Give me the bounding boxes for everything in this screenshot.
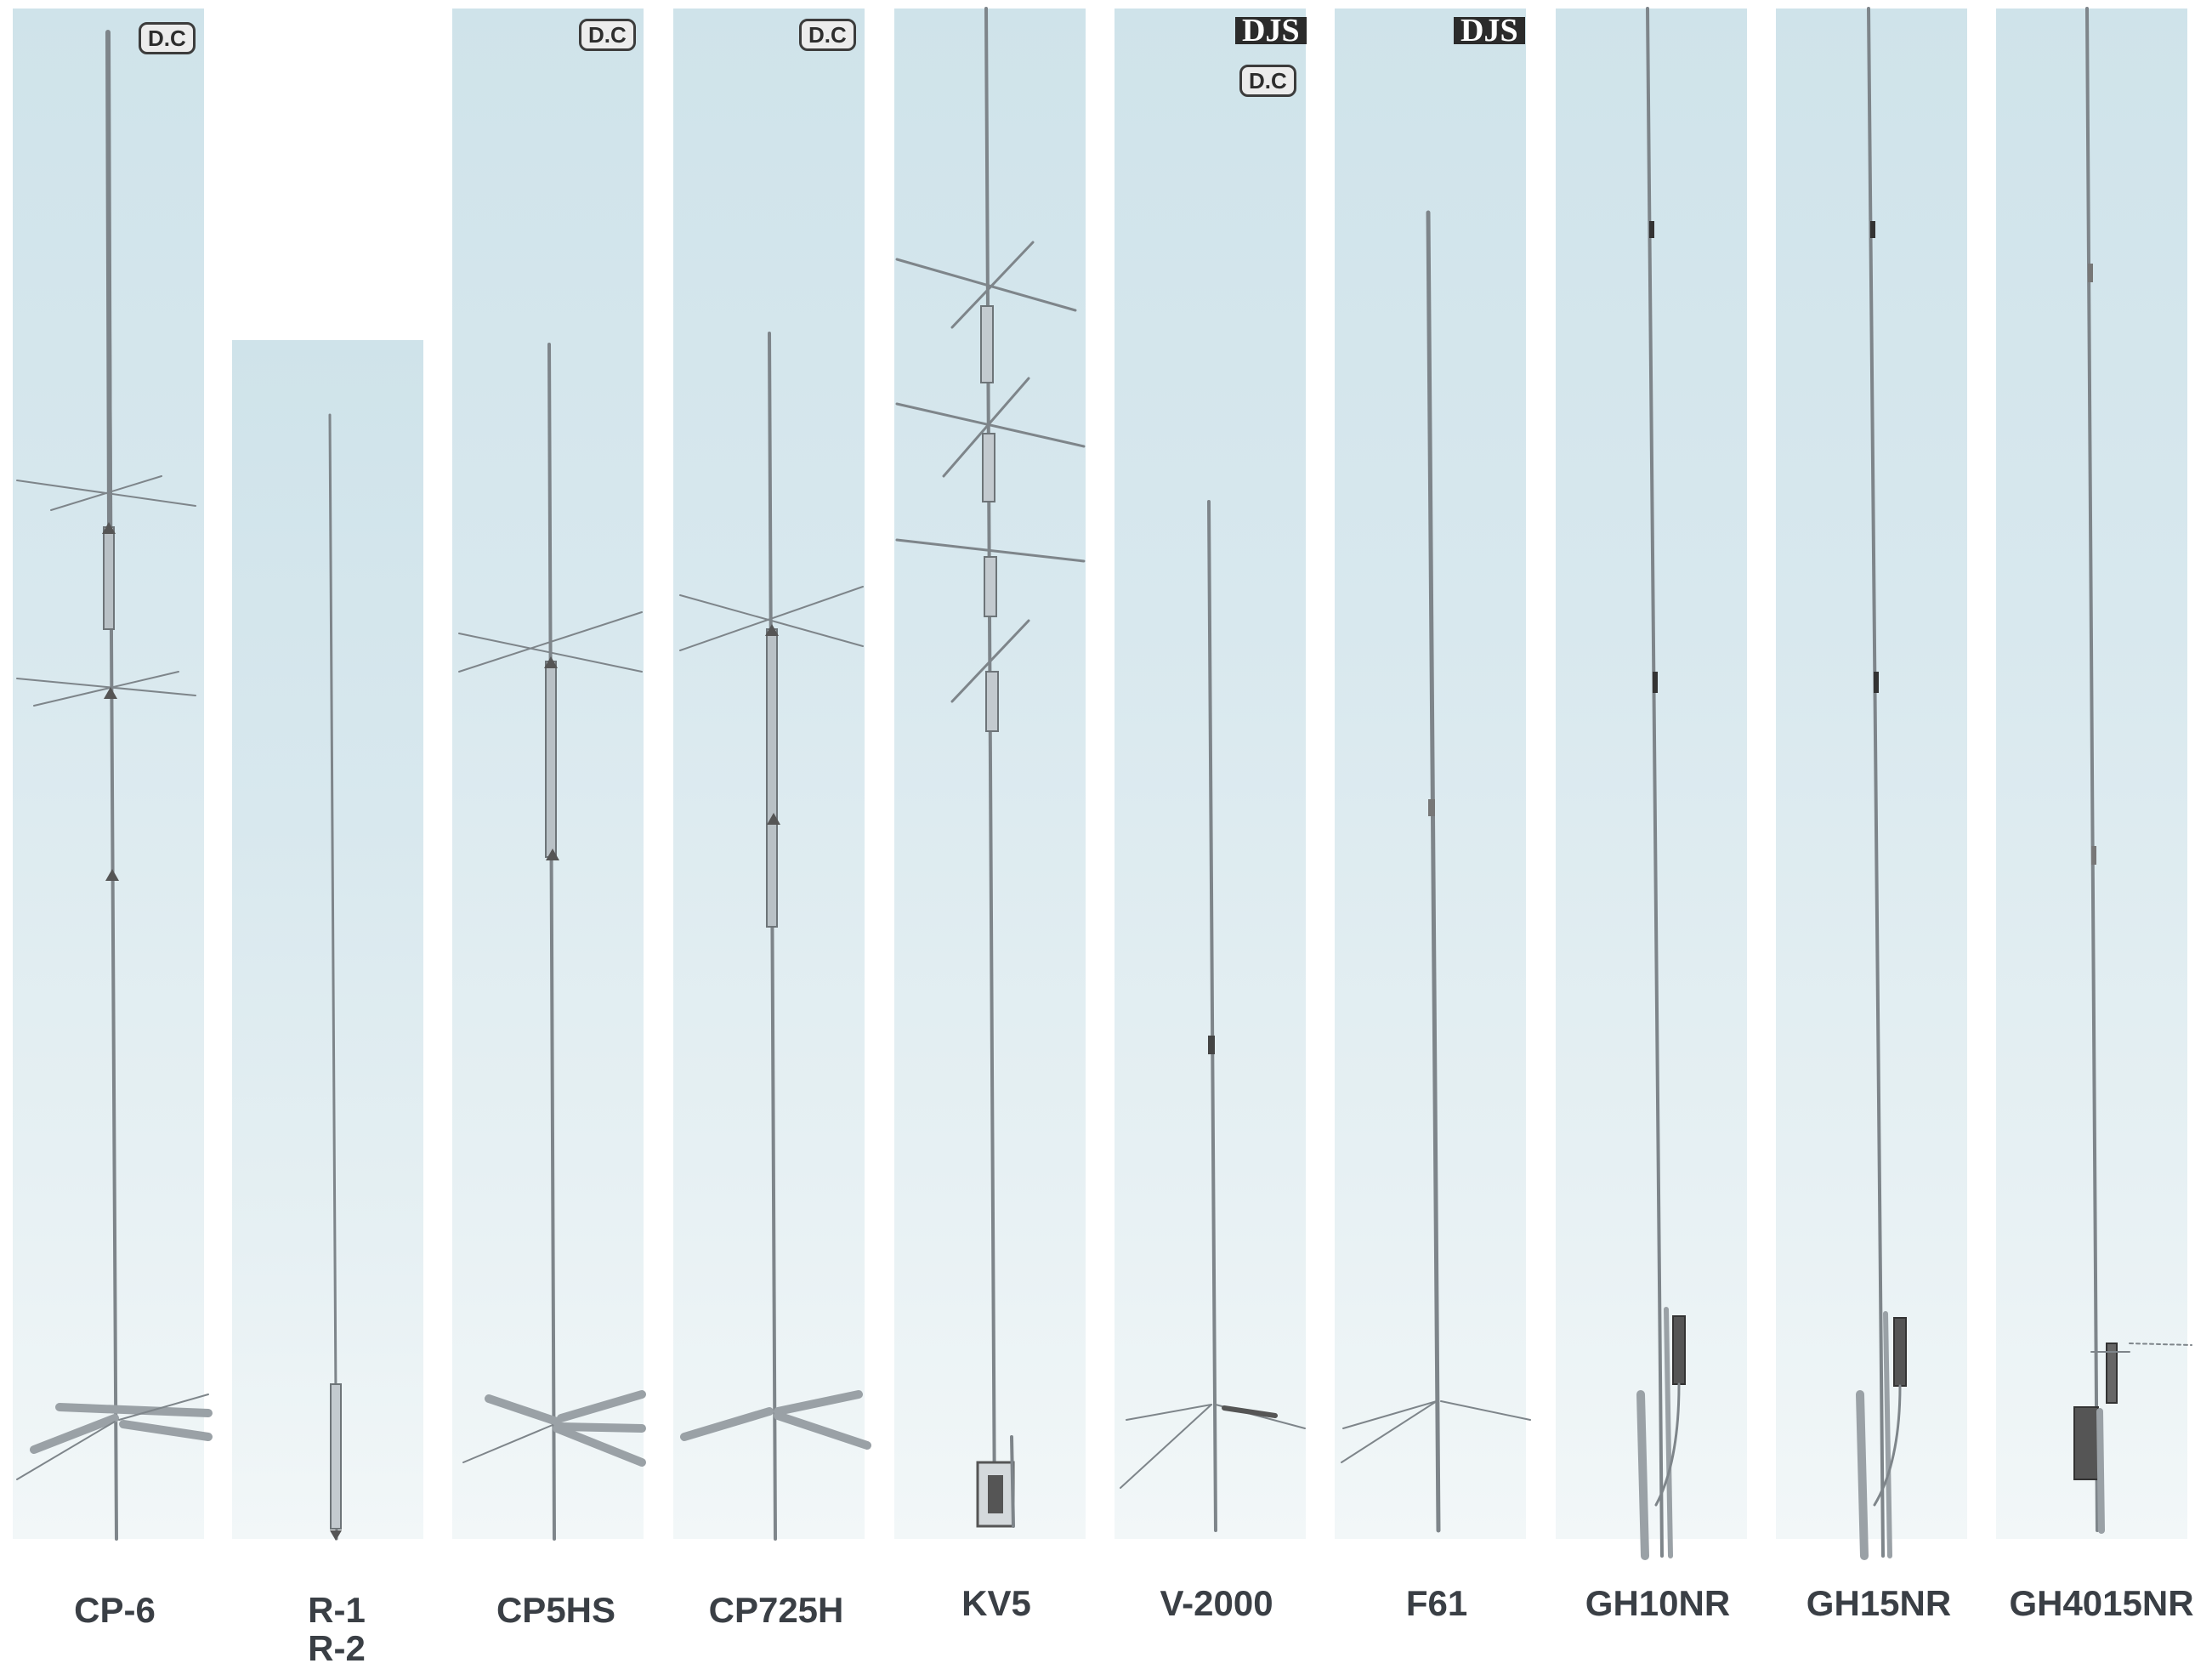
antenna-r1r2-drawing	[328, 413, 342, 1541]
label-r2: R-2	[308, 1628, 366, 1668]
antenna-gh15nr-drawing	[1856, 7, 1907, 1560]
label-gh15nr: GH15NR	[1806, 1583, 1952, 1623]
label-f61: F61	[1405, 1583, 1468, 1623]
label-v2000: V-2000	[1160, 1583, 1273, 1623]
label-gh10nr: GH10NR	[1585, 1583, 1731, 1623]
antenna-cp5hs-drawing	[458, 343, 646, 1541]
label-cp725h: CP725H	[708, 1590, 844, 1630]
antenna-cp6-drawing	[16, 30, 213, 1541]
badge-dc-cp725h: D.C	[799, 19, 856, 51]
badge-djs-f61: DJS	[1454, 14, 1525, 47]
badge-djs-v2000: DJS	[1235, 14, 1307, 47]
badge-dc-cp5hs: D.C	[579, 19, 636, 51]
label-cp5hs: CP5HS	[496, 1590, 616, 1630]
label-kv5: KV5	[961, 1583, 1031, 1623]
antenna-cp725h-drawing	[679, 332, 871, 1541]
label-gh4015nr: GH4015NR	[2009, 1583, 2194, 1623]
antenna-kv5-drawing	[895, 7, 1086, 1528]
antenna-gh10nr-drawing	[1636, 7, 1686, 1560]
panel-r1r2	[232, 340, 423, 1539]
antenna-f61-drawing	[1341, 210, 1531, 1533]
label-cp6: CP-6	[74, 1590, 156, 1630]
label-r1: R-1	[308, 1590, 366, 1630]
antenna-gh4015nr-drawing	[2073, 7, 2192, 1534]
badge-dc-v2000: D.C	[1239, 65, 1296, 97]
badge-dc-cp6: D.C	[139, 22, 196, 54]
antenna-v2000-drawing	[1120, 500, 1306, 1532]
